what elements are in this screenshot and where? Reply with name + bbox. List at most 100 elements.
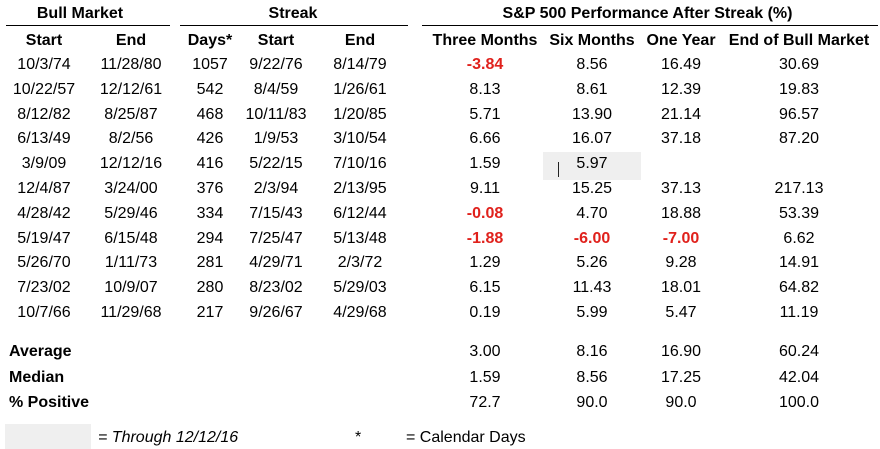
col-header-bull-end: End — [115, 32, 147, 49]
cell-end-bull: 96.57 — [778, 105, 820, 123]
cell-three-months: 5.71 — [469, 105, 501, 123]
summary-label: Average — [9, 343, 72, 360]
cell-streak-start: 9/26/67 — [249, 304, 303, 321]
cell-streak-end: 2/13/95 — [333, 180, 387, 197]
summary-end-bull: 100.0 — [778, 394, 820, 411]
group-performance: S&P 500 Performance After Streak (%) — [502, 5, 793, 22]
cell-six-months: 5.97 — [576, 155, 608, 173]
cell-streak-start: 7/25/47 — [249, 229, 303, 247]
cell-streak-start: 7/15/43 — [249, 204, 303, 222]
summary-six-months: 8.16 — [576, 343, 608, 360]
summary-one-year: 17.25 — [660, 368, 702, 386]
cell-bull-end: 5/29/46 — [104, 204, 158, 222]
cell-one-year: 18.01 — [660, 279, 702, 297]
cell-end-bull: 11.19 — [779, 304, 819, 321]
cell-one-year: 37.13 — [660, 180, 702, 197]
cell-streak-start: 1/9/53 — [253, 130, 299, 148]
cell-six-months: 8.56 — [576, 56, 608, 73]
cell-days: 426 — [196, 130, 224, 148]
cell-end-bull: 217.13 — [774, 180, 824, 197]
cell-days: 281 — [196, 254, 224, 272]
cell-bull-start: 6/13/49 — [17, 130, 71, 148]
cell-end-bull: 19.83 — [778, 80, 820, 98]
cell-end-bull: 30.69 — [778, 56, 820, 73]
cell-bull-start: 5/19/47 — [17, 229, 71, 247]
cell-six-months: 15.25 — [571, 180, 613, 197]
text-cursor-icon — [558, 162, 559, 177]
cell-three-months: 6.15 — [469, 279, 501, 297]
through-highlight-cell — [543, 152, 641, 180]
cell-six-months: 5.99 — [576, 304, 608, 321]
cell-six-months: -6.00 — [573, 229, 611, 247]
rule-performance — [422, 25, 878, 26]
legend-calendar-days: = Calendar Days — [406, 429, 526, 446]
cell-streak-end: 5/29/03 — [333, 279, 387, 297]
summary-end-bull: 60.24 — [778, 343, 820, 360]
cell-days: 1057 — [192, 56, 228, 73]
cell-six-months: 16.07 — [571, 130, 613, 148]
summary-three-months: 72.7 — [469, 394, 501, 411]
col-header-three-months: Three Months — [432, 32, 538, 49]
cell-streak-end: 1/20/85 — [333, 105, 387, 123]
cell-end-bull: 6.62 — [783, 229, 815, 247]
cell-days: 217 — [196, 304, 224, 321]
rule-bull-market — [6, 25, 170, 26]
cell-three-months: 8.13 — [469, 80, 501, 98]
cell-days: 280 — [196, 279, 224, 297]
cell-end-bull: 64.82 — [778, 279, 820, 297]
cell-one-year: 16.49 — [660, 56, 702, 73]
cell-six-months: 13.90 — [571, 105, 613, 123]
cell-bull-end: 12/12/16 — [99, 155, 163, 173]
cell-days: 294 — [196, 229, 224, 247]
cell-one-year: 18.88 — [660, 204, 702, 222]
cell-one-year: 9.28 — [665, 254, 697, 272]
cell-six-months: 5.26 — [576, 254, 608, 272]
cell-one-year: 12.39 — [660, 80, 702, 98]
cell-three-months: 9.11 — [470, 180, 500, 197]
cell-streak-end: 2/3/72 — [337, 254, 383, 272]
cell-streak-start: 10/11/83 — [245, 105, 307, 123]
cell-bull-start: 4/28/42 — [17, 204, 71, 222]
cell-three-months: 1.29 — [469, 254, 501, 272]
cell-end-bull: 53.39 — [778, 204, 820, 222]
cell-bull-start: 10/3/74 — [17, 56, 71, 73]
summary-end-bull: 42.04 — [778, 368, 820, 386]
cell-bull-start: 3/9/09 — [21, 155, 67, 173]
col-header-six-months: Six Months — [549, 32, 635, 49]
cell-streak-start: 2/3/94 — [253, 180, 299, 197]
legend-asterisk: * — [355, 429, 362, 446]
cell-streak-end: 4/29/68 — [333, 304, 387, 321]
cell-one-year: 37.18 — [660, 130, 702, 148]
col-header-days: Days* — [187, 32, 233, 49]
cell-days: 542 — [196, 80, 224, 98]
cell-streak-start: 5/22/15 — [249, 155, 303, 173]
cell-streak-end: 6/12/44 — [333, 204, 387, 222]
summary-one-year: 90.0 — [665, 394, 697, 411]
rule-streak — [180, 25, 408, 26]
col-header-one-year: One Year — [646, 32, 716, 49]
cell-three-months: 0.19 — [469, 304, 501, 321]
cell-three-months: -3.84 — [466, 56, 504, 73]
summary-three-months: 3.00 — [469, 343, 501, 360]
cell-days: 334 — [196, 204, 224, 222]
col-header-streak-end: End — [344, 32, 376, 49]
cell-one-year: 5.47 — [665, 304, 697, 321]
cell-bull-end: 12/12/61 — [99, 80, 163, 98]
summary-label: Median — [9, 368, 65, 386]
cell-bull-end: 3/24/00 — [104, 180, 158, 197]
cell-six-months: 4.70 — [576, 204, 608, 222]
cell-bull-end: 10/9/07 — [104, 279, 158, 297]
cell-three-months: -0.08 — [466, 204, 504, 222]
cell-bull-start: 5/26/70 — [17, 254, 71, 272]
cell-bull-end: 11/29/68 — [100, 304, 162, 321]
col-header-bull-start: Start — [25, 32, 63, 49]
cell-streak-end: 7/10/16 — [333, 155, 387, 173]
cell-days: 376 — [196, 180, 224, 197]
summary-three-months: 1.59 — [469, 368, 501, 386]
cell-three-months: 1.59 — [469, 155, 501, 173]
cell-streak-start: 4/29/71 — [249, 254, 303, 272]
cell-end-bull: 87.20 — [778, 130, 820, 148]
summary-one-year: 16.90 — [660, 343, 702, 360]
cell-bull-start: 7/23/02 — [17, 279, 71, 297]
cell-bull-start: 12/4/87 — [17, 180, 71, 197]
